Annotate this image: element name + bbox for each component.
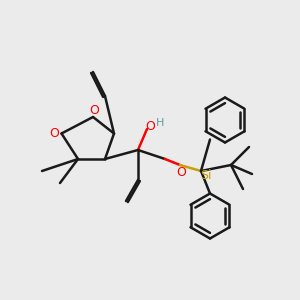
Text: O: O bbox=[177, 166, 186, 179]
Text: O: O bbox=[145, 119, 155, 133]
Text: O: O bbox=[90, 104, 99, 118]
Text: O: O bbox=[49, 127, 59, 140]
Text: H: H bbox=[156, 118, 165, 128]
Text: Si: Si bbox=[200, 169, 211, 182]
